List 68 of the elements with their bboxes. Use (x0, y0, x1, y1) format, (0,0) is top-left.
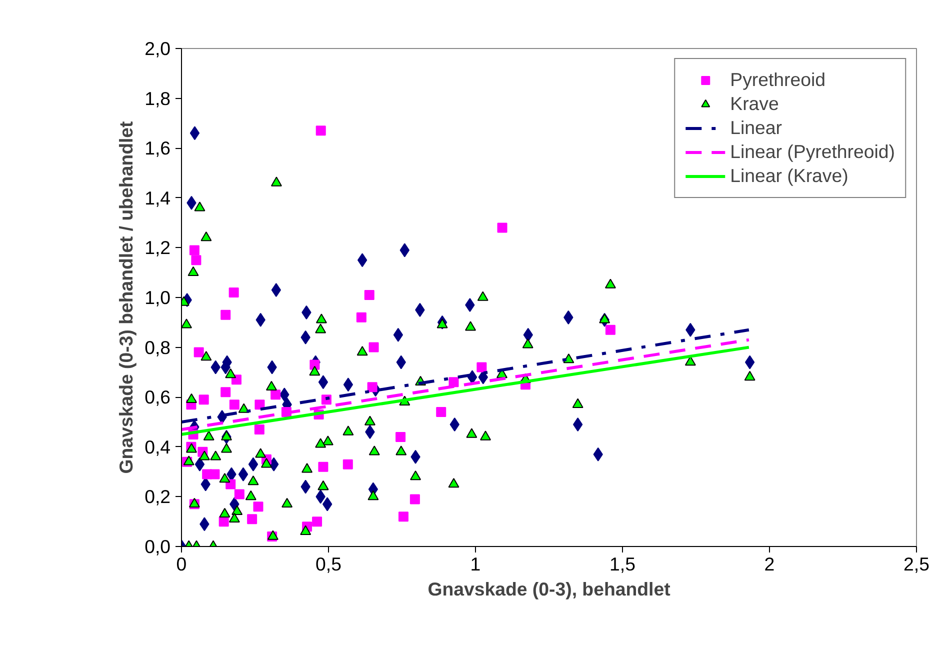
point (218, 516, 229, 527)
y-axis-title: Gnavskade (0-3) behandlet / ubehandlet (116, 121, 137, 474)
point (270, 390, 281, 400)
point (356, 312, 366, 322)
y-tick-label: 0,0 (144, 536, 171, 557)
point (605, 324, 616, 335)
legend-label: Linear (730, 117, 782, 139)
point (448, 377, 459, 388)
y-tick-label: 1,6 (144, 138, 171, 159)
point (476, 362, 487, 372)
point (364, 290, 374, 300)
point (198, 394, 209, 405)
point (744, 355, 755, 370)
point (210, 469, 220, 480)
legend-label: Linear (Pyrethreoid) (730, 141, 895, 163)
point (189, 245, 200, 256)
point (357, 253, 368, 268)
y-tick-label: 1,4 (144, 187, 171, 208)
point (436, 407, 446, 418)
point (318, 375, 328, 390)
legend-label: Pyrethreoid (730, 69, 826, 91)
point (343, 378, 354, 392)
point (396, 432, 406, 442)
y-tick-label: 1,0 (144, 287, 171, 308)
point (228, 288, 239, 298)
x-axis-title: Gnavskade (0-3), behandlet (428, 578, 670, 600)
point (253, 502, 264, 512)
x-tick-label: 0 (176, 554, 187, 574)
point (312, 516, 322, 527)
y-tick-label: 2,0 (144, 38, 171, 59)
point (234, 489, 244, 500)
point (398, 512, 408, 522)
point (316, 126, 326, 136)
point (342, 459, 353, 470)
point (220, 387, 231, 398)
y-tick-label: 0,6 (144, 386, 171, 408)
y-tick-label: 0,4 (144, 436, 171, 458)
point (220, 310, 231, 320)
legend-label: Linear (Krave) (730, 165, 848, 187)
point (191, 255, 202, 266)
point (194, 347, 204, 358)
point (368, 342, 379, 352)
y-tick-label: 1,2 (144, 237, 171, 258)
point (247, 514, 258, 524)
x-tick-label: 2 (764, 554, 775, 574)
point (410, 494, 420, 504)
x-tick-label: 2,5 (904, 554, 930, 574)
point (322, 497, 332, 512)
y-tick-label: 0,2 (144, 486, 171, 508)
point (254, 400, 265, 410)
point (194, 457, 205, 472)
point (238, 467, 248, 482)
point (190, 126, 200, 140)
y-tick-label: 1,8 (144, 88, 171, 109)
point (393, 328, 404, 342)
legend-label: Krave (730, 93, 779, 115)
x-tick-label: 0,5 (316, 554, 342, 574)
point (318, 462, 328, 472)
point (248, 457, 258, 472)
point (254, 424, 264, 434)
point (572, 417, 583, 432)
x-tick-label: 1,5 (610, 554, 636, 574)
x-tick-label: 1 (470, 554, 481, 574)
point (310, 360, 320, 370)
point (497, 222, 508, 233)
point (229, 400, 240, 410)
y-tick-label: 0,8 (144, 336, 171, 358)
point (367, 382, 378, 392)
